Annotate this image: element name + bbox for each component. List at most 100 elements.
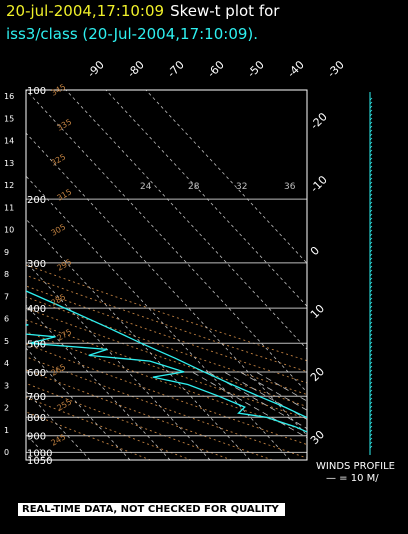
wind-barb xyxy=(369,409,373,413)
theta-label: 325 xyxy=(50,152,68,167)
wind-barb xyxy=(369,301,373,305)
isotherm-line xyxy=(26,132,307,436)
temperature-tick-label: -70 xyxy=(165,58,187,80)
wind-barb xyxy=(369,297,373,301)
wind-barb xyxy=(369,313,373,317)
wind-barb xyxy=(369,437,373,441)
plot-title: Skew-t plot for xyxy=(170,2,280,20)
isotherm-line xyxy=(26,90,307,393)
wind-barb xyxy=(369,241,373,245)
wind-barb xyxy=(369,193,373,197)
dry-adiabat xyxy=(26,356,307,459)
wind-barb xyxy=(369,265,373,269)
wind-barb xyxy=(369,217,373,221)
temperature-tick-label: -50 xyxy=(245,58,267,80)
wind-barb xyxy=(369,101,373,105)
pressure-tick-label: 1050 xyxy=(27,456,52,467)
wind-barb xyxy=(369,249,373,253)
theta-label: 295 xyxy=(56,257,74,272)
pressure-tick-label: 200 xyxy=(27,195,46,206)
pressure-tick-label: 400 xyxy=(27,304,46,315)
wind-barb xyxy=(369,341,373,345)
height-km-tick-label: 9 xyxy=(4,248,9,257)
wind-barb xyxy=(369,253,373,257)
temperature-tick-label: 10 xyxy=(308,302,327,321)
wind-barb xyxy=(369,309,373,313)
wind-barb xyxy=(369,405,373,409)
dry-adiabat xyxy=(26,396,192,460)
dry-adiabat xyxy=(26,369,273,460)
sounding-traces xyxy=(26,290,307,433)
height-km-tick-label: 7 xyxy=(4,292,9,301)
mixing-ratio-line xyxy=(255,371,307,402)
height-km-tick-label: 0 xyxy=(4,448,9,457)
isotherm-line xyxy=(26,261,211,460)
height-km-tick-label: 13 xyxy=(4,159,14,168)
wind-barb xyxy=(369,369,373,373)
wind-barb xyxy=(369,189,373,193)
isotherm-line xyxy=(26,218,251,460)
wind-barb xyxy=(369,361,373,365)
temperature-tick-label: 30 xyxy=(308,428,327,447)
isotherm-line xyxy=(26,304,171,460)
mixing-ratio-label: 32 xyxy=(236,182,247,192)
height-km-tick-label: 1 xyxy=(4,426,9,435)
theta-label: 275 xyxy=(56,327,74,342)
wind-barb xyxy=(369,317,373,321)
mixing-ratio-line xyxy=(223,371,307,420)
isotherm-line xyxy=(26,347,131,460)
wind-barb xyxy=(369,325,373,329)
isotherm-lines xyxy=(26,90,307,460)
wind-barb xyxy=(369,385,373,389)
wind-barb xyxy=(369,209,373,213)
wind-barb xyxy=(369,169,373,173)
wind-barb xyxy=(369,201,373,205)
wind-barb xyxy=(369,281,373,285)
wind-barb xyxy=(369,233,373,237)
theta-label: 245 xyxy=(50,432,68,447)
wind-barb xyxy=(369,365,373,369)
dry-adiabats xyxy=(26,264,307,460)
temperature-tick-label: -80 xyxy=(125,58,147,80)
isotherm-line xyxy=(26,390,91,460)
wind-barb xyxy=(369,213,373,217)
wind-barb xyxy=(369,257,373,261)
wind-barb xyxy=(369,157,373,161)
height-km-tick-label: 11 xyxy=(4,203,14,212)
wind-barb xyxy=(369,97,373,101)
theta-label: 335 xyxy=(56,117,74,132)
pressure-tick-label: 500 xyxy=(27,339,46,350)
wind-barb xyxy=(369,397,373,401)
wind-barb xyxy=(369,105,373,109)
isobar-lines xyxy=(26,198,307,453)
wind-barb xyxy=(369,381,373,385)
isotherm-line xyxy=(26,175,291,460)
wind-barb xyxy=(369,129,373,133)
theta-label: 305 xyxy=(50,222,68,237)
theta-label: 265 xyxy=(50,362,68,377)
wind-barb xyxy=(369,269,373,273)
pressure-tick-label: 600 xyxy=(27,368,46,379)
winds-profile-label: WINDS PROFILE xyxy=(316,461,395,472)
wind-barb xyxy=(369,133,373,137)
pressure-tick-label: 1000 xyxy=(27,448,52,459)
wind-barb xyxy=(369,413,373,417)
theta-label: 345 xyxy=(50,82,68,97)
mixing-ratio-line xyxy=(207,371,307,429)
wind-barb xyxy=(369,245,373,249)
wind-barb xyxy=(369,121,373,125)
winds-profile-bar xyxy=(369,92,373,455)
quality-disclaimer: REAL-TIME DATA, NOT CHECKED FOR QUALITY xyxy=(18,503,285,516)
wind-barb xyxy=(369,261,373,265)
temperature-tick-label: -20 xyxy=(308,110,330,132)
height-km-tick-label: 4 xyxy=(4,359,9,368)
wind-barb xyxy=(369,401,373,405)
wind-barb xyxy=(369,277,373,281)
pressure-tick-label: 300 xyxy=(27,259,46,270)
temperature-tick-label: -90 xyxy=(85,58,107,80)
height-km-tick-label: 6 xyxy=(4,315,9,324)
wind-barb xyxy=(369,293,373,297)
wind-barb xyxy=(369,445,373,449)
wind-barb xyxy=(369,357,373,361)
